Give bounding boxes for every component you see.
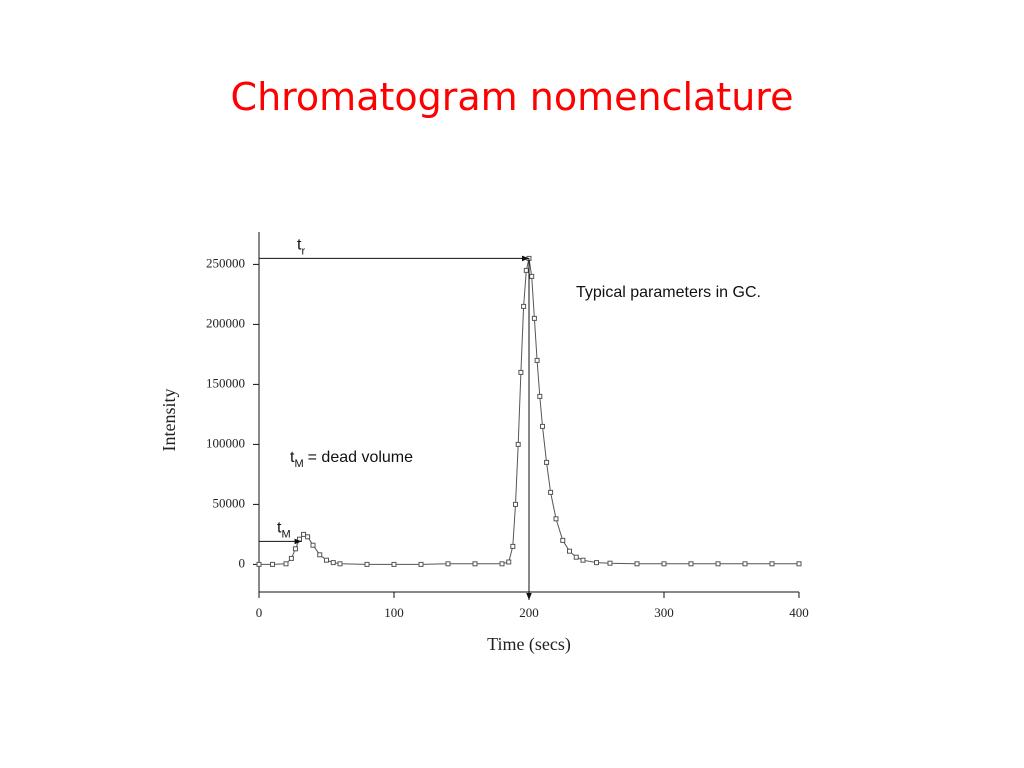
data-point — [560, 537, 566, 543]
data-point — [256, 561, 262, 567]
data-point — [364, 561, 370, 567]
t: t — [277, 519, 282, 536]
x-tick-label: 200 — [519, 605, 539, 620]
data-point — [330, 560, 336, 566]
data-point — [796, 561, 802, 567]
data-point — [324, 557, 329, 563]
data-point — [418, 561, 424, 567]
data-point — [518, 369, 524, 375]
x-tick-label: 300 — [654, 605, 674, 620]
data-point — [688, 561, 694, 567]
sub: M — [294, 458, 303, 470]
data-point — [567, 548, 572, 554]
t: t — [290, 449, 295, 466]
data-point — [580, 557, 586, 563]
data-point — [506, 559, 512, 565]
data-point — [573, 554, 579, 560]
sub: r — [301, 245, 305, 257]
x-tick-label: 0 — [256, 605, 263, 620]
tm-label: tM — [277, 519, 291, 540]
data-point — [531, 315, 537, 321]
tr-label: tr — [297, 236, 305, 257]
y-axis-label: Intensity — [159, 389, 179, 452]
data-point — [553, 516, 559, 522]
data-point — [715, 561, 721, 567]
data-point — [769, 561, 775, 567]
data-point — [391, 561, 397, 567]
data-point — [534, 357, 540, 363]
data-point — [472, 561, 478, 567]
data-point — [742, 561, 748, 567]
data-point — [337, 561, 343, 567]
data-point — [544, 459, 550, 465]
data-point — [499, 561, 505, 567]
x-tick-label: 100 — [384, 605, 404, 620]
data-point — [634, 561, 640, 567]
t: t — [297, 236, 302, 253]
data-point — [537, 393, 543, 399]
data-point — [529, 273, 535, 279]
data-point — [510, 543, 516, 549]
y-tick-label: 200000 — [206, 315, 245, 330]
data-point — [661, 561, 667, 567]
data-point — [594, 560, 599, 566]
sub: M — [281, 528, 290, 540]
data-point — [548, 489, 554, 495]
data-point — [317, 552, 323, 558]
data-point — [292, 546, 298, 552]
data-point — [310, 542, 316, 548]
y-tick-label: 100000 — [206, 435, 245, 450]
data-point — [283, 561, 289, 567]
x-tick-label: 400 — [789, 605, 809, 620]
data-point — [515, 441, 521, 447]
x-axis-label: Time (secs) — [487, 634, 571, 655]
data-point — [521, 303, 527, 309]
data-point — [301, 531, 307, 537]
data-point — [288, 555, 294, 561]
data-point — [540, 423, 545, 429]
dead-volume-label: tM = dead volume — [290, 449, 413, 470]
data-point — [305, 534, 311, 540]
y-tick-label: 50000 — [213, 495, 246, 510]
data-point — [270, 561, 275, 567]
y-tick-label: 250000 — [206, 255, 245, 270]
y-tick-label: 150000 — [206, 375, 245, 390]
y-tick-label: 0 — [239, 555, 246, 570]
rest: = dead volume — [308, 449, 414, 466]
data-point — [607, 560, 613, 566]
data-point — [297, 536, 302, 542]
slide-title: Chromatogram nomenclature — [231, 75, 794, 119]
data-point — [523, 267, 529, 273]
data-point — [445, 561, 451, 567]
data-point — [513, 501, 518, 507]
note: Typical parameters in GC. — [576, 284, 761, 301]
